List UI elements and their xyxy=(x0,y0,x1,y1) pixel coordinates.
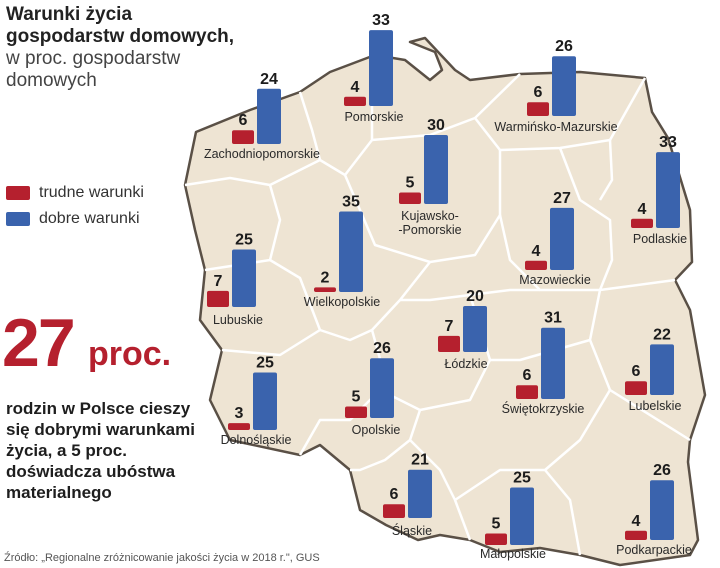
region-label: Dolnośląskie xyxy=(221,433,292,447)
value-label-trudne: 5 xyxy=(352,389,361,406)
bar-trudne xyxy=(399,192,421,204)
legend-swatch-red xyxy=(6,186,30,200)
region-label: Świętokrzyskie xyxy=(502,401,585,416)
value-label-trudne: 5 xyxy=(406,175,415,192)
highlight-value: 27 xyxy=(2,305,76,381)
bar-dobre xyxy=(650,344,674,395)
value-label-trudne: 4 xyxy=(532,243,541,260)
region-label: Pomorskie xyxy=(344,110,403,124)
bar-dobre xyxy=(257,88,281,144)
region-label: Łódzkie xyxy=(444,357,487,371)
value-label-dobre: 26 xyxy=(373,340,391,357)
region-bars: 624Zachodniopomorskie433Pomorskie626Warm… xyxy=(204,12,692,561)
value-label-trudne: 6 xyxy=(632,363,641,380)
region-label: Wielkopolskie xyxy=(304,295,380,309)
bar-dobre xyxy=(541,327,565,399)
chart-title: Warunki życia gospodarstw domowych, xyxy=(6,4,235,47)
value-label-dobre: 26 xyxy=(653,462,671,479)
legend-item-trudne: trudne warunki xyxy=(6,180,144,206)
poland-map xyxy=(183,36,707,567)
value-label-dobre: 26 xyxy=(555,38,573,55)
value-label-dobre: 25 xyxy=(256,355,274,372)
bar-trudne xyxy=(383,504,405,518)
value-label-trudne: 4 xyxy=(351,79,360,96)
legend-swatch-blue xyxy=(6,212,30,226)
region-label: Lubelskie xyxy=(629,399,682,413)
bar-dobre xyxy=(510,487,534,545)
bar-trudne xyxy=(527,102,549,116)
legend: trudne warunki dobre warunki xyxy=(6,180,144,232)
region-label: Małopolskie xyxy=(480,547,546,561)
value-label-dobre: 20 xyxy=(466,288,484,305)
highlight-unit: proc. xyxy=(88,335,172,373)
bar-trudne xyxy=(525,260,547,270)
bar-trudne xyxy=(345,406,367,418)
value-label-dobre: 33 xyxy=(372,12,390,29)
region-label: Mazowieckie xyxy=(519,273,591,287)
source-note: Źródło: „Regionalne zróżnicowanie jakośc… xyxy=(4,552,320,564)
bar-trudne xyxy=(516,385,538,399)
bar-trudne xyxy=(207,290,229,307)
value-label-trudne: 6 xyxy=(523,367,532,384)
value-label-dobre: 27 xyxy=(553,190,571,207)
bar-dobre xyxy=(656,152,680,228)
chart-title-block: Warunki życia gospodarstw domowych, w pr… xyxy=(6,4,246,92)
bar-trudne xyxy=(438,335,460,352)
bar-trudne xyxy=(232,130,254,144)
value-label-dobre: 33 xyxy=(659,134,677,151)
bar-dobre xyxy=(550,207,574,270)
value-label-trudne: 4 xyxy=(638,201,647,218)
bar-trudne xyxy=(631,218,653,228)
region-label: Warmińsko-Mazurskie xyxy=(494,120,617,134)
value-label-dobre: 24 xyxy=(260,71,278,88)
value-label-trudne: 6 xyxy=(390,486,399,503)
region-label: Lubuskie xyxy=(213,313,263,327)
bar-dobre xyxy=(650,480,674,540)
region-label: -Pomorskie xyxy=(398,223,461,237)
value-label-trudne: 4 xyxy=(632,513,641,530)
region-label: Kujawsko- xyxy=(401,209,459,223)
bar-trudne xyxy=(625,530,647,540)
value-label-trudne: 6 xyxy=(239,112,248,129)
value-label-dobre: 30 xyxy=(427,117,445,134)
bar-dobre xyxy=(463,306,487,352)
region-label: Opolskie xyxy=(352,423,401,437)
value-label-trudne: 6 xyxy=(534,84,543,101)
value-label-dobre: 31 xyxy=(544,310,562,327)
bar-trudne xyxy=(625,381,647,395)
legend-item-dobre: dobre warunki xyxy=(6,206,144,232)
region-label: Podkarpackie xyxy=(616,543,692,557)
bar-dobre xyxy=(232,249,256,307)
legend-label: dobre warunki xyxy=(39,210,140,227)
region-borders xyxy=(184,54,691,556)
value-label-trudne: 5 xyxy=(492,516,501,533)
highlight-statement: rodzin w Polsce cieszy się dobrymi warun… xyxy=(6,399,195,502)
bar-dobre xyxy=(424,135,448,204)
value-label-dobre: 25 xyxy=(513,470,531,487)
value-label-trudne: 7 xyxy=(445,318,454,335)
bar-trudne xyxy=(228,423,250,430)
bar-dobre xyxy=(253,372,277,430)
bar-dobre xyxy=(369,30,393,107)
value-label-trudne: 2 xyxy=(321,269,330,286)
value-label-trudne: 3 xyxy=(235,405,244,422)
legend-label: trudne warunki xyxy=(39,184,144,201)
bar-dobre xyxy=(552,56,576,116)
value-label-dobre: 35 xyxy=(342,194,360,211)
bar-dobre xyxy=(339,211,363,292)
bar-trudne xyxy=(314,287,336,292)
chart-subtitle: w proc. gospodarstw domowych xyxy=(6,48,181,91)
region-label: Zachodniopomorskie xyxy=(204,147,320,161)
bar-trudne xyxy=(485,533,507,545)
value-label-trudne: 7 xyxy=(214,273,223,290)
bar-dobre xyxy=(370,358,394,418)
value-label-dobre: 22 xyxy=(653,326,671,343)
value-label-dobre: 25 xyxy=(235,232,253,249)
region-label: Podlaskie xyxy=(633,232,687,246)
region-label: Śląskie xyxy=(392,523,432,538)
bar-dobre xyxy=(408,469,432,518)
value-label-dobre: 21 xyxy=(411,452,429,469)
bar-trudne xyxy=(344,96,366,106)
